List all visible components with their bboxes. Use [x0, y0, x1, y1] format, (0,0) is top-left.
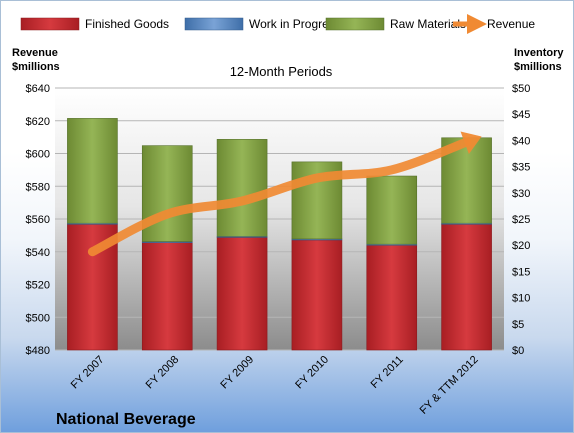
revenue-arrow-head [460, 131, 482, 154]
legend-label-work-in-progress: Work in Progress [249, 17, 341, 31]
bar-raw-materials [67, 118, 118, 224]
right-tick-label: $35 [512, 162, 530, 174]
right-axis-ticks: $0 $5 $10 $15 $20 $25 $30 $35 $40 $45 $50 [512, 83, 530, 357]
right-tick-label: $50 [512, 83, 530, 95]
legend-item-revenue: Revenue [453, 14, 535, 34]
right-axis-title-line1: Inventory [514, 47, 564, 59]
left-tick-label: $600 [26, 149, 50, 161]
bar-finished-goods [441, 223, 492, 351]
bar-raw-materials [366, 175, 418, 245]
x-tick-label: FY & TTM 2012 [418, 354, 481, 417]
left-axis-title-line2: $millions [12, 61, 60, 73]
right-tick-label: $5 [512, 319, 524, 331]
company-name: National Beverage [56, 411, 196, 428]
revenue-line [87, 131, 482, 257]
right-tick-label: $30 [512, 188, 530, 200]
left-tick-label: $580 [26, 181, 50, 193]
right-tick-label: $0 [512, 345, 524, 357]
legend-item-work-in-progress: Work in Progress [184, 17, 341, 31]
left-tick-label: $620 [26, 116, 50, 128]
grid [55, 87, 504, 351]
x-tick-label: FY 2011 [369, 354, 406, 391]
left-tick-label: $540 [26, 247, 50, 259]
bars [67, 118, 492, 351]
legend-label-raw-materials: Raw Materials [390, 17, 466, 31]
right-tick-label: $10 [512, 293, 530, 305]
legend-label-finished-goods: Finished Goods [85, 17, 169, 31]
bar-finished-goods [366, 244, 418, 351]
bar-finished-goods [216, 237, 268, 351]
left-tick-label: $500 [26, 312, 50, 324]
legend: Finished Goods Work in Progress Raw Mate… [20, 14, 535, 34]
bar-finished-goods [141, 242, 193, 351]
left-axis-title-line1: Revenue [12, 47, 58, 59]
left-tick-label: $480 [26, 345, 50, 357]
bar-finished-goods [291, 239, 343, 351]
left-tick-label: $520 [26, 280, 50, 292]
right-tick-label: $45 [512, 109, 530, 121]
x-axis-ticks: FY 2007 FY 2008 FY 2009 FY 2010 FY 2011 FY & … [69, 354, 481, 417]
x-tick-label: FY 2008 [144, 354, 182, 392]
legend-item-raw-materials: Raw Materials [325, 17, 466, 31]
left-axis-ticks: $480 $500 $520 $540 $560 $580 $600 $620 $640 [26, 83, 50, 357]
legend-label-revenue: Revenue [487, 17, 535, 31]
right-tick-label: $25 [512, 214, 530, 226]
x-tick-label: FY 2007 [69, 354, 107, 392]
left-tick-label: $640 [26, 83, 50, 95]
bar-raw-materials [216, 139, 268, 237]
bar-raw-materials [141, 145, 193, 242]
chart-subtitle: 12-Month Periods [230, 64, 333, 79]
x-tick-label: FY 2010 [293, 354, 331, 392]
revenue-line-path [87, 137, 472, 257]
right-axis-title-line2: $millions [514, 61, 562, 73]
left-tick-label: $560 [26, 214, 50, 226]
right-tick-label: $40 [512, 135, 530, 147]
x-tick-label: FY 2009 [218, 354, 256, 392]
right-tick-label: $15 [512, 266, 530, 278]
right-tick-label: $20 [512, 240, 530, 252]
legend-item-finished-goods: Finished Goods [20, 17, 169, 31]
